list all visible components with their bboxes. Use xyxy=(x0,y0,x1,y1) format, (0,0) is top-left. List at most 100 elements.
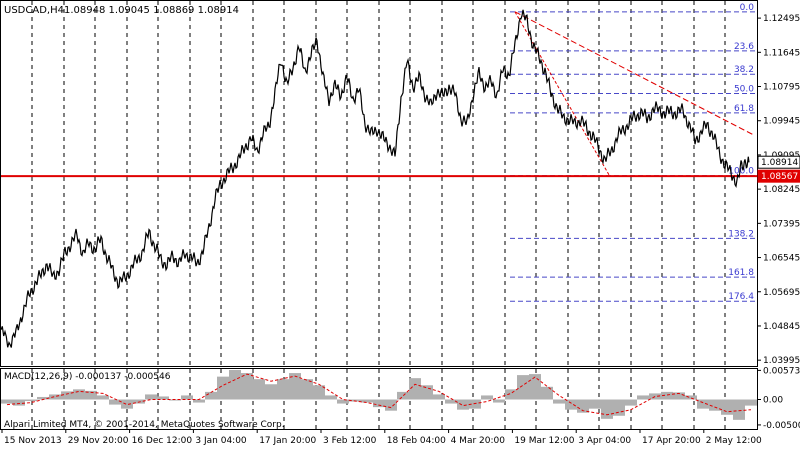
macd-bar xyxy=(205,391,217,400)
macd-indicator: 0.00573 0.00 -0.00500 xyxy=(1,366,800,431)
x-tick-label: 3 Apr 04:00 xyxy=(578,436,631,446)
fib-level-label: 50.0 xyxy=(734,85,754,95)
macd-bar xyxy=(637,395,649,400)
macd-bar xyxy=(709,399,721,411)
price-axis: 1.124951.116451.107951.099451.090951.082… xyxy=(757,14,800,366)
macd-y-tick-label: 0.00 xyxy=(763,396,783,406)
y-tick-label: 1.08245 xyxy=(763,185,800,195)
macd-bar xyxy=(13,399,25,406)
macd-bar xyxy=(325,395,337,400)
current-price-tag-box xyxy=(757,155,800,169)
macd-bar xyxy=(37,396,49,400)
macd-signal-line xyxy=(6,373,752,416)
macd-bar xyxy=(577,399,589,413)
macd-bar xyxy=(157,396,169,400)
fib-level-label: 100.0 xyxy=(728,167,754,177)
macd-bar xyxy=(373,399,385,408)
x-tick-label: 16 Dec 12:00 xyxy=(132,436,193,446)
time-axis: 15 Nov 2013 29 Nov 20:00 16 Dec 12:00 3 Jan… xyxy=(1,429,762,446)
macd-bar xyxy=(517,375,529,400)
macd-y-tick-label: -0.00500 xyxy=(763,421,800,431)
support-price-tag-text: 1.08567 xyxy=(761,172,798,182)
x-tick-label: 17 Apr 20:00 xyxy=(642,436,701,446)
current-price-tag: 1.08914 xyxy=(757,155,800,169)
macd-bar xyxy=(301,379,313,400)
macd-bar xyxy=(289,373,301,400)
fib-level-label: 38.2 xyxy=(734,65,754,75)
macd-bar xyxy=(49,394,61,400)
macd-bar xyxy=(109,399,121,405)
macd-bar xyxy=(229,370,241,400)
macd-bar xyxy=(409,378,421,400)
y-tick-label: 1.05695 xyxy=(763,288,800,298)
y-tick-label: 1.04845 xyxy=(763,322,800,332)
macd-bar xyxy=(241,373,253,400)
y-tick-label: 1.11645 xyxy=(763,48,800,58)
macd-bar xyxy=(625,399,637,406)
x-tick-label: 2 May 12:00 xyxy=(706,436,762,446)
x-tick-label: 3 Jan 04:00 xyxy=(195,436,247,446)
x-tick-label: 17 Jan 20:00 xyxy=(259,436,316,446)
fib-level-label: 23.6 xyxy=(734,42,754,52)
macd-bar xyxy=(253,379,265,400)
macd-bar xyxy=(541,386,553,400)
macd-bar xyxy=(145,394,157,400)
macd-bar xyxy=(397,391,409,400)
macd-bar xyxy=(601,399,613,419)
macd-bar xyxy=(721,399,733,415)
macd-bar xyxy=(481,395,493,400)
main-panel-border xyxy=(0,0,758,367)
macd-bar xyxy=(697,399,709,409)
macd-bar xyxy=(421,385,433,400)
macd-bar xyxy=(493,399,505,403)
fib-level-label: 176.4 xyxy=(728,292,754,302)
support-price-tag-box xyxy=(757,169,800,183)
macd-bar xyxy=(385,399,397,411)
macd-bar xyxy=(613,399,625,416)
support-price-tag: 1.08567 xyxy=(757,169,800,183)
macd-bar xyxy=(337,399,349,404)
macd-bar xyxy=(505,389,517,400)
macd-label: MACD(12,26,9) -0.000137 -0.000546 xyxy=(4,372,171,382)
macd-bar xyxy=(277,379,289,400)
macd-bar xyxy=(361,399,373,403)
macd-bar xyxy=(529,374,541,400)
macd-bar xyxy=(265,384,277,400)
macd-bar xyxy=(73,389,85,400)
macd-bar xyxy=(193,399,205,403)
macd-bar xyxy=(85,390,97,400)
fib-level-label: 61.8 xyxy=(734,104,754,114)
price-series xyxy=(0,9,757,348)
symbol-label: USDCAD,H4 xyxy=(4,5,64,16)
x-tick-label: 29 Nov 20:00 xyxy=(68,436,129,446)
macd-bar xyxy=(589,399,601,409)
price-line xyxy=(0,9,750,348)
macd-bar xyxy=(685,395,697,400)
macd-bar xyxy=(97,395,109,400)
y-tick-label: 1.06545 xyxy=(763,254,800,264)
fib-level-label: 0.0 xyxy=(740,3,755,13)
macd-bar xyxy=(733,399,745,420)
macd-bar xyxy=(217,376,229,400)
macd-bar xyxy=(457,399,469,410)
x-tick-label: 4 Mar 20:00 xyxy=(451,436,506,446)
x-tick-label: 19 Mar 12:00 xyxy=(514,436,574,446)
macd-bar xyxy=(553,399,565,404)
macd-bar xyxy=(1,399,13,404)
macd-bar xyxy=(745,399,757,406)
vertical-grid xyxy=(31,1,726,429)
y-tick-label: 1.09945 xyxy=(763,117,800,127)
x-tick-label: 18 Feb 04:00 xyxy=(387,436,446,446)
y-tick-label: 1.03995 xyxy=(763,356,800,366)
current-price-tag-text: 1.08914 xyxy=(761,158,798,168)
macd-bar xyxy=(25,399,37,402)
fib-level-label: 161.8 xyxy=(728,268,754,278)
y-tick-label: 1.12495 xyxy=(763,14,800,24)
macd-bar xyxy=(169,399,181,401)
ohlc-label: 1.08948 1.09045 1.08869 1.08914 xyxy=(64,5,239,16)
macd-bar xyxy=(661,391,673,400)
macd-bar xyxy=(61,391,73,400)
x-tick-label: 15 Nov 2013 xyxy=(4,436,62,446)
macd-bar xyxy=(565,399,577,410)
